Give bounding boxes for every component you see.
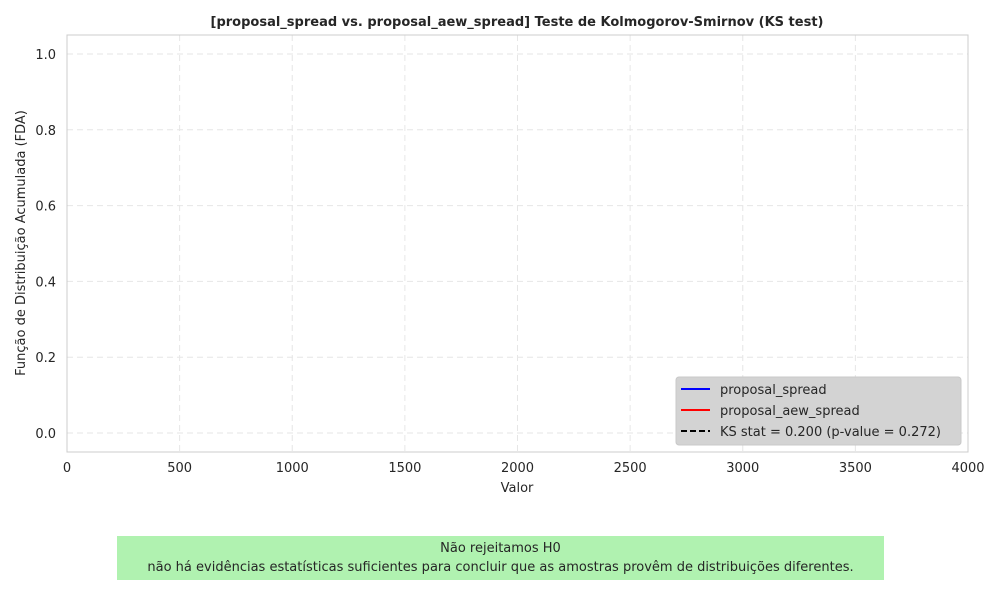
y-axis-label: Função de Distribuição Acumulada (FDA) [14, 110, 29, 376]
legend-label: KS stat = 0.200 (p-value = 0.272) [720, 425, 941, 440]
result-detail: não há evidências estatísticas suficient… [147, 560, 854, 575]
legend-box [675, 376, 962, 446]
plot-area [66, 34, 969, 453]
x-tick-label: 4000 [951, 461, 984, 476]
legend-label: proposal_spread [720, 383, 827, 398]
legend-label: proposal_aew_spread [720, 404, 860, 419]
x-tick-label: 0 [63, 461, 71, 476]
x-tick-label: 500 [167, 461, 192, 476]
y-tick-label: 1.0 [35, 48, 56, 63]
result-heading: Não rejeitamos H0 [440, 541, 561, 556]
chart-title: [proposal_spread vs. proposal_aew_spread… [211, 15, 824, 30]
x-tick-label: 1500 [388, 461, 421, 476]
plot-frame [66, 34, 969, 453]
x-tick-label: 2500 [614, 461, 647, 476]
y-axis: 0.0 0.2 0.4 0.6 0.8 1.0 [35, 48, 56, 442]
x-axis: 0 500 1000 1500 2000 2500 3000 3500 4000 [63, 461, 985, 476]
y-tick-label: 0.6 [35, 200, 56, 215]
x-tick-label: 3000 [726, 461, 759, 476]
hypothesis-result-box: Não rejeitamos H0 não há evidências esta… [117, 536, 884, 580]
x-tick-label: 3500 [839, 461, 872, 476]
y-tick-label: 0.4 [35, 275, 56, 290]
x-axis-label: Valor [501, 481, 534, 496]
y-tick-label: 0.8 [35, 124, 56, 139]
x-tick-label: 2000 [501, 461, 534, 476]
y-tick-label: 0.0 [35, 427, 56, 442]
legend: proposal_spread proposal_aew_spread KS sta… [675, 376, 962, 446]
x-tick-label: 1000 [276, 461, 309, 476]
y-tick-label: 0.2 [35, 351, 56, 366]
